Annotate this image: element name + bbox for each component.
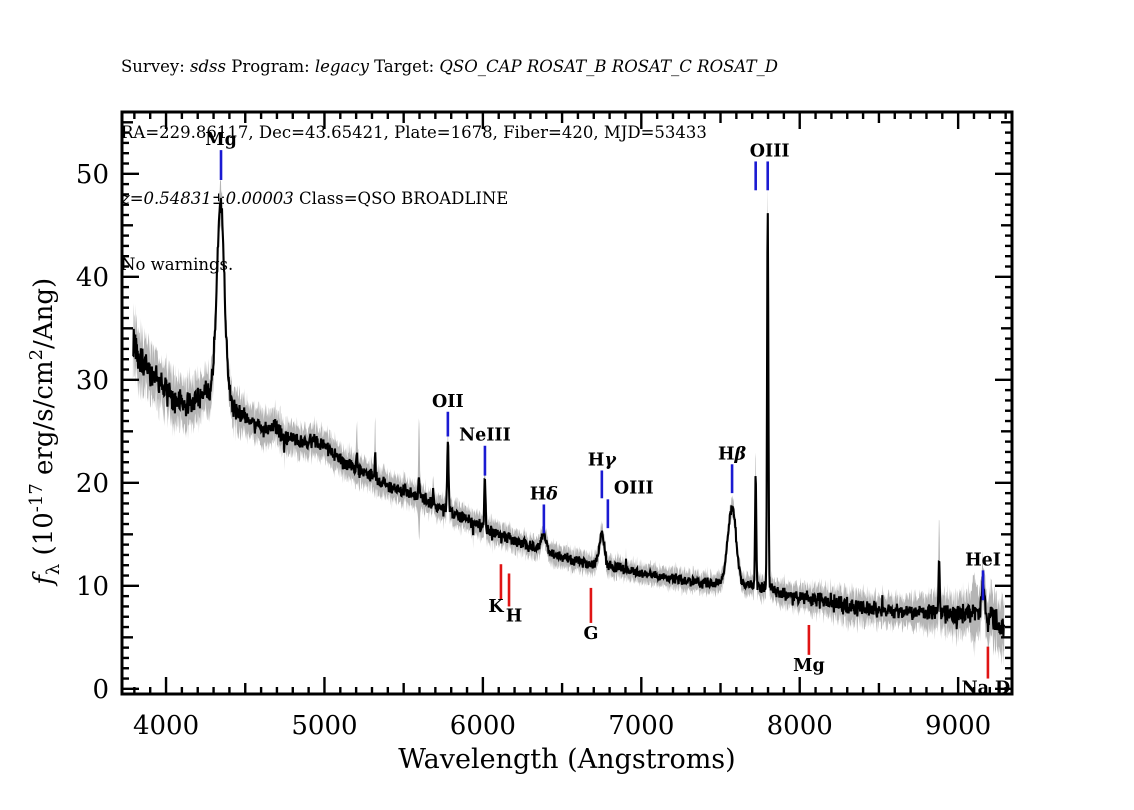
axis-ticks — [122, 112, 1012, 694]
line-label-k: K — [488, 597, 504, 617]
header-line-survey: Survey: sdss Program: legacy Target: QSO… — [121, 57, 778, 76]
line-label-h: H — [506, 606, 523, 626]
line-label-oii: OII — [432, 392, 464, 412]
y-tick-label: 30 — [76, 366, 109, 396]
header-line-coords: RA=229.86117, Dec=43.65421, Plate=1678, … — [121, 123, 707, 142]
line-label-mg: Mg — [793, 656, 825, 676]
y-axis-title: fλ (10-17 erg/s/cm2/Ang) — [26, 278, 64, 587]
x-axis-title: Wavelength (Angstroms) — [398, 744, 735, 775]
line-label-hei: HeI — [965, 550, 1001, 570]
x-tick-labels: 4000 5000 6000 7000 8000 9000 — [133, 711, 991, 741]
plot-frame — [120, 110, 1014, 696]
y-tick-label: 20 — [76, 469, 109, 499]
error-band — [132, 176, 1005, 666]
y-tick-label: 50 — [76, 160, 109, 190]
x-tick-label: 4000 — [133, 711, 199, 741]
line-label-hγ: Hγ — [588, 450, 618, 470]
y-tick-labels: 0 10 20 30 40 50 — [76, 160, 109, 705]
header-line-warnings: No warnings. — [121, 255, 234, 274]
header-line-redshift: z=0.54831±0.00003 Class=QSO BROADLINE — [121, 189, 509, 208]
y-tick-label: 40 — [76, 263, 109, 293]
x-tick-label: 9000 — [925, 711, 991, 741]
line-label-g: G — [583, 624, 598, 644]
line-label-oiii: OIII — [750, 141, 790, 161]
x-tick-label: 6000 — [450, 711, 516, 741]
x-tick-label: 5000 — [291, 711, 357, 741]
line-label-oiii: OIII — [614, 478, 654, 498]
line-label-neiii: NeIII — [459, 426, 511, 446]
x-tick-label: 7000 — [608, 711, 674, 741]
line-label-hβ: Hβ — [718, 444, 747, 464]
spectrum-line — [132, 197, 1006, 637]
line-label-hδ: Hδ — [530, 484, 559, 504]
line-label-na-d: Na D — [962, 679, 1011, 699]
x-tick-label: 8000 — [767, 711, 833, 741]
y-tick-label: 0 — [92, 675, 109, 705]
line-markers: Mg OII NeIII Hδ Hγ OIII Hβ OIII HeI K H G Mg Na D — [205, 130, 1010, 698]
y-tick-label: 10 — [76, 572, 109, 602]
spectrum-header: Survey: sdss Program: legacy Target: QSO… — [121, 12, 778, 320]
line-label-mg: Mg — [205, 130, 237, 150]
